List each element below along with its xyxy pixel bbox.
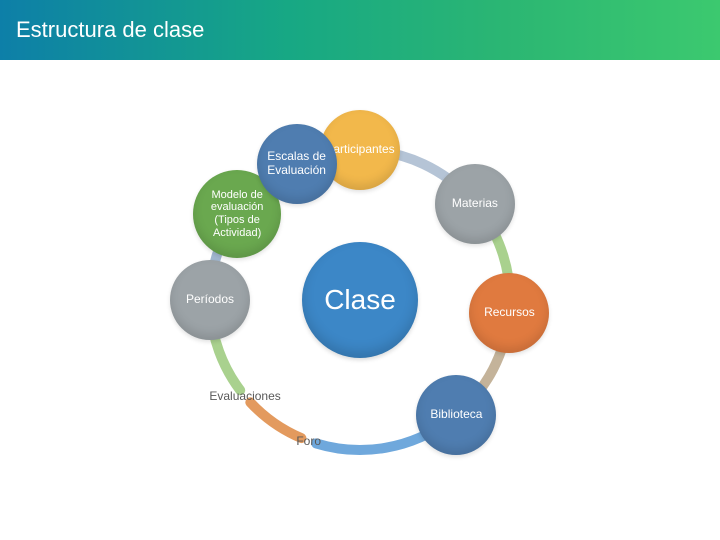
node-label: Recursos (484, 306, 535, 320)
node-label: Períodos (186, 293, 234, 307)
node-recursos: Recursos (469, 273, 549, 353)
node-periodos: Períodos (170, 260, 250, 340)
node-materias: Materias (435, 164, 515, 244)
node-label: Materias (452, 197, 498, 211)
center-label: Clase (324, 284, 396, 316)
node-label: Biblioteca (430, 408, 482, 422)
node-label: Escalas deEvaluación (267, 150, 326, 178)
node-foro: Foro (296, 434, 321, 448)
node-escalas: Escalas deEvaluación (257, 124, 337, 204)
node-evaluaciones: Evaluaciones (209, 389, 280, 403)
node-biblioteca: Biblioteca (416, 375, 496, 455)
node-label: Modelo deevaluación(Tipos deActividad) (211, 189, 264, 240)
diagram-canvas: ClaseParticipantesMateriasRecursosBiblio… (0, 60, 720, 540)
slide-header: Estructura de clase (0, 0, 720, 60)
ring-arc (250, 402, 301, 438)
center-node: Clase (302, 242, 418, 358)
slide-title: Estructura de clase (16, 17, 204, 43)
